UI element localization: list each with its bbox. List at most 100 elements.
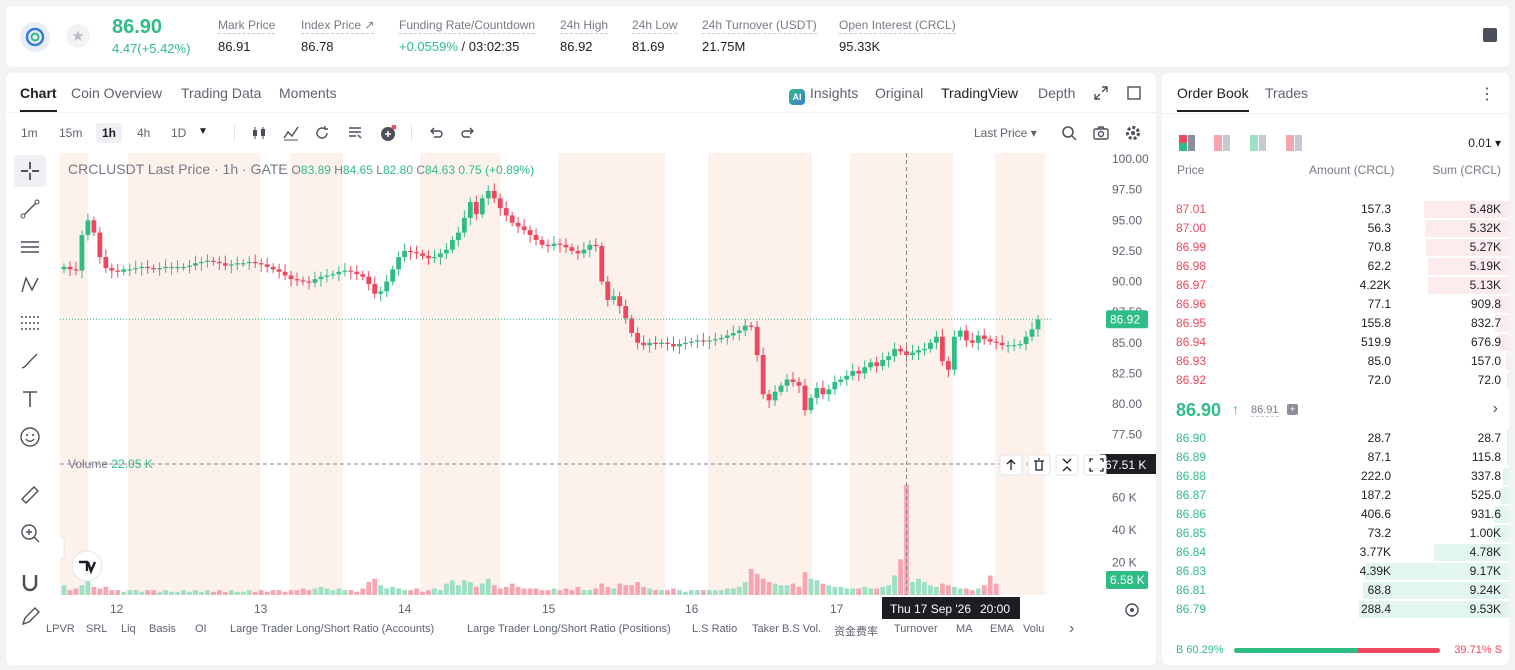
zoom-in-tool-icon[interactable] [14, 517, 46, 549]
indicators-icon[interactable] [283, 125, 299, 141]
indicator-7[interactable]: L.S Ratio [692, 623, 738, 635]
scroll-right-icon[interactable]: › [1069, 620, 1075, 637]
ask-amount: 72.0 [1367, 373, 1391, 387]
bid-row[interactable]: 86.83 4.39K 9.17K [1162, 562, 1509, 581]
candle-body [772, 391, 778, 401]
indicator-0[interactable]: LPVR [46, 623, 75, 635]
toolbar-divider [411, 124, 412, 142]
indicator-5[interactable]: Large Trader Long/Short Ratio (Accounts) [230, 623, 435, 635]
text-tool-icon[interactable] [14, 383, 46, 415]
indicator-4[interactable]: OI [195, 623, 207, 635]
tab-order-book[interactable]: Order Book [1177, 85, 1249, 112]
trend-line-tool-icon[interactable] [14, 193, 46, 225]
add-indicator-icon[interactable] [380, 125, 396, 141]
bid-row[interactable]: 86.86 406.6 931.6 [1162, 505, 1509, 524]
ask-row[interactable]: 86.99 70.8 5.27K [1162, 238, 1509, 257]
maximize-icon[interactable] [1083, 454, 1107, 476]
indicator-2[interactable]: Liq [121, 623, 136, 635]
tab-insights[interactable]: AI Insights [789, 85, 858, 105]
book-icon[interactable] [1483, 28, 1497, 42]
bid-row[interactable]: 86.84 3.77K 4.78K [1162, 543, 1509, 562]
templates-icon[interactable] [347, 125, 363, 141]
price-chart[interactable]: 100.0097.5095.0092.5090.0087.5085.0082.5… [60, 153, 1156, 665]
pattern-tool-icon[interactable] [14, 269, 46, 301]
indicator-3[interactable]: Basis [149, 623, 176, 635]
depth-bar [1424, 201, 1509, 218]
indicator-10[interactable]: Turnover [894, 623, 938, 635]
indicator-6[interactable]: Large Trader Long/Short Ratio (Positions… [467, 623, 671, 635]
interval-1d[interactable]: 1D [171, 126, 187, 140]
precision-select[interactable]: 0.01 ▾ [1468, 136, 1501, 150]
indicator-11[interactable]: MA [956, 623, 973, 635]
tab-trades[interactable]: Trades [1265, 85, 1309, 101]
expand-icon[interactable] [1094, 86, 1108, 100]
ask-row[interactable]: 86.92 72.0 72.0 [1162, 371, 1509, 390]
price-type-select[interactable]: Last Price ▾ [974, 126, 1037, 140]
stat-index-price[interactable]: Index Price ↗ 86.78 [301, 18, 375, 54]
indicator-9[interactable]: 资金费率 [834, 626, 878, 638]
tab-coin-overview[interactable]: Coin Overview [71, 85, 163, 101]
refresh-icon[interactable] [314, 125, 330, 141]
ask-row[interactable]: 87.00 56.3 5.32K [1162, 219, 1509, 238]
interval-1h[interactable]: 1h [96, 123, 123, 143]
trash-icon[interactable] [1027, 454, 1051, 476]
undo-icon[interactable] [428, 125, 444, 141]
ask-row[interactable]: 87.01 157.3 5.48K [1162, 200, 1509, 219]
indicator-13[interactable]: Volu [1023, 623, 1045, 635]
indicator-12[interactable]: EMA [990, 623, 1014, 635]
favorite-star-icon[interactable]: ★ [66, 24, 90, 48]
bid-row[interactable]: 86.79 288.4 9.53K [1162, 600, 1509, 619]
ask-row[interactable]: 86.94 519.9 676.9 [1162, 333, 1509, 352]
settings-gear-icon[interactable] [1125, 125, 1141, 141]
interval-1m[interactable]: 1m [21, 126, 38, 140]
ask-row[interactable]: 86.95 155.8 832.7 [1162, 314, 1509, 333]
bid-row[interactable]: 86.85 73.2 1.00K [1162, 524, 1509, 543]
search-icon[interactable] [1061, 125, 1077, 141]
bid-amount: 187.2 [1360, 488, 1391, 502]
tab-chart[interactable]: Chart [20, 85, 57, 112]
redo-icon[interactable] [460, 125, 476, 141]
candle-type-icon[interactable] [251, 125, 267, 141]
emoji-tool-icon[interactable] [14, 421, 46, 453]
bid-row[interactable]: 86.81 68.8 9.24K [1162, 581, 1509, 600]
more-menu-icon[interactable]: ⋮ [1479, 86, 1495, 103]
pencil-edit-icon[interactable] [14, 601, 46, 633]
legend-part: C [413, 163, 425, 177]
volume-bar [814, 580, 820, 595]
horizontal-lines-tool-icon[interactable] [14, 231, 46, 263]
volume-bar [587, 590, 593, 595]
tab-tradingview[interactable]: TradingView [941, 85, 1019, 101]
interval-15m[interactable]: 15m [59, 126, 83, 140]
tab-original[interactable]: Original [875, 85, 924, 101]
tab-moments[interactable]: Moments [279, 85, 337, 101]
brush-tool-icon[interactable] [14, 345, 46, 377]
view-asks-only-icon[interactable] [1286, 135, 1302, 151]
window-icon[interactable] [1127, 86, 1141, 100]
mid-price-row[interactable]: 86.90 ↑ 86.91 + › [1176, 400, 1506, 424]
view-both-icon[interactable] [1179, 135, 1195, 151]
view-bids-icon[interactable] [1250, 135, 1266, 151]
ask-row[interactable]: 86.93 85.0 157.0 [1162, 352, 1509, 371]
collapse-icon[interactable] [1055, 454, 1079, 476]
bid-row[interactable]: 86.89 87.1 115.8 [1162, 448, 1509, 467]
ask-row[interactable]: 86.97 4.22K 5.13K [1162, 276, 1509, 295]
tab-trading-data[interactable]: Trading Data [181, 85, 262, 101]
ruler-tool-icon[interactable] [14, 479, 46, 511]
crosshair-tool-icon[interactable] [14, 155, 46, 187]
interval-dropdown-icon[interactable]: ▼ [198, 126, 208, 137]
view-asks-icon[interactable] [1214, 135, 1230, 151]
bid-row[interactable]: 86.90 28.7 28.7 [1162, 429, 1509, 448]
bid-row[interactable]: 86.87 187.2 525.0 [1162, 486, 1509, 505]
indicator-1[interactable]: SRL [86, 623, 108, 635]
magnet-tool-icon[interactable] [14, 567, 46, 599]
fib-tool-icon[interactable] [14, 307, 46, 339]
chevron-right-icon[interactable]: › [1492, 400, 1498, 417]
ask-row[interactable]: 86.98 62.2 5.19K [1162, 257, 1509, 276]
ask-row[interactable]: 86.96 77.1 909.8 [1162, 295, 1509, 314]
interval-4h[interactable]: 4h [137, 126, 151, 140]
bid-row[interactable]: 86.88 222.0 337.8 [1162, 467, 1509, 486]
indicator-8[interactable]: Taker B.S Vol. [752, 623, 822, 635]
tab-depth[interactable]: Depth [1038, 85, 1076, 101]
volume-bar [766, 582, 772, 595]
camera-icon[interactable] [1093, 125, 1109, 141]
